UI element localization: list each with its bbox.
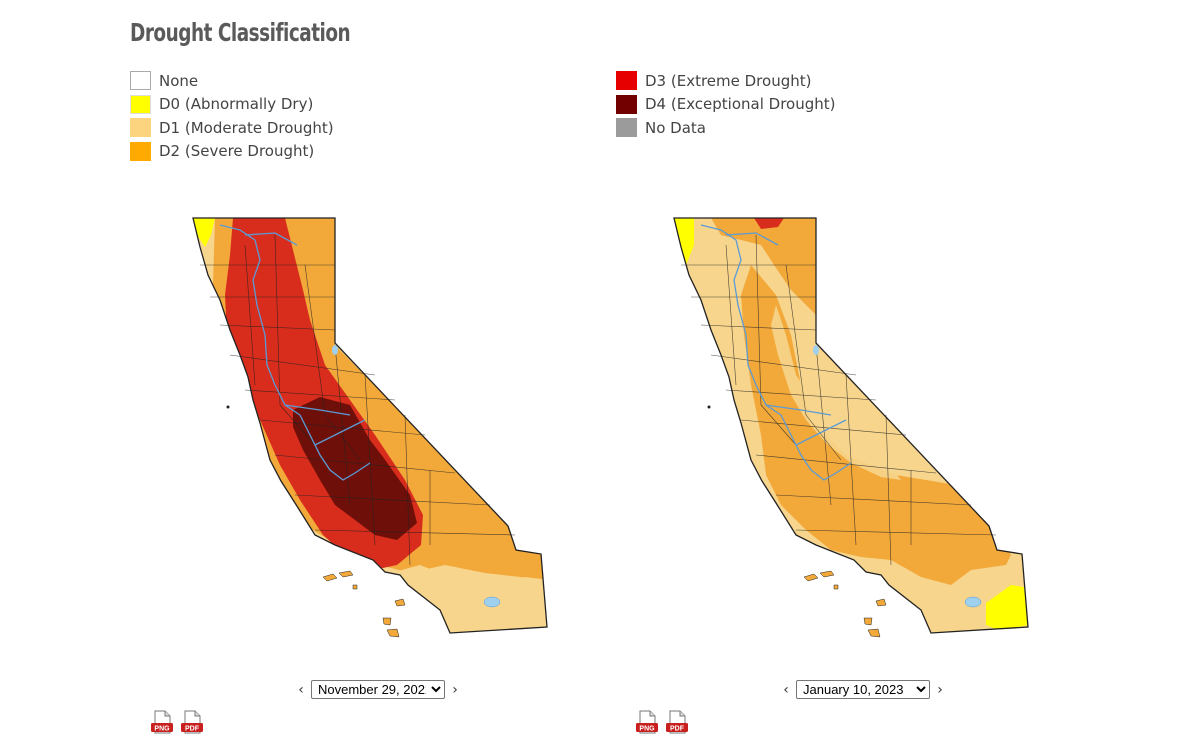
date-control-map-2: ‹ January 10, 2023 › <box>778 680 948 699</box>
date-select-map-2[interactable]: January 10, 2023 <box>796 680 930 699</box>
legend-label: No Data <box>645 118 706 137</box>
page-title: Drought Classification <box>130 18 351 47</box>
png-download-icon[interactable]: PNG <box>150 710 174 734</box>
pdf-label: PDF <box>670 726 685 733</box>
legend-item-d4: D4 (Exceptional Drought) <box>616 93 836 117</box>
pdf-download-icon[interactable]: PDF <box>180 710 204 734</box>
legend-column-left: None D0 (Abnormally Dry) D1 (Moderate Dr… <box>130 69 334 163</box>
pdf-label: PDF <box>185 726 200 733</box>
legend-item-d2: D2 (Severe Drought) <box>130 140 334 164</box>
legend-item-d3: D3 (Extreme Drought) <box>616 69 836 93</box>
legend-swatch <box>130 118 151 138</box>
legend-label: D3 (Extreme Drought) <box>645 71 812 90</box>
legend-label: D2 (Severe Drought) <box>159 142 315 161</box>
legend-swatch <box>130 71 151 91</box>
png-label: PNG <box>154 726 170 733</box>
legend-item-d1: D1 (Moderate Drought) <box>130 116 334 140</box>
legend-label: D0 (Abnormally Dry) <box>159 95 314 114</box>
legend-label: D4 (Exceptional Drought) <box>645 95 836 114</box>
date-select-map-1[interactable]: November 29, 2022 <box>311 680 445 699</box>
date-control-map-1: ‹ November 29, 2022 › <box>293 680 463 699</box>
pdf-download-icon[interactable]: PDF <box>665 710 689 734</box>
chevron-right-icon[interactable]: › <box>937 681 943 698</box>
legend-swatch <box>616 94 637 114</box>
chevron-right-icon[interactable]: › <box>452 681 458 698</box>
chevron-left-icon[interactable]: ‹ <box>783 681 789 698</box>
drought-map-california-2 <box>673 217 1029 638</box>
legend-item-none: None <box>130 69 334 93</box>
drought-map-california-1 <box>192 217 548 638</box>
legend-item-d0: D0 (Abnormally Dry) <box>130 93 334 117</box>
legend-swatch <box>616 118 637 138</box>
legend-label: D1 (Moderate Drought) <box>159 118 334 137</box>
png-download-icon[interactable]: PNG <box>635 710 659 734</box>
legend-swatch <box>130 141 151 161</box>
download-links-map-1: PNG PDF <box>150 710 204 734</box>
download-links-map-2: PNG PDF <box>635 710 689 734</box>
legend-swatch <box>616 71 637 91</box>
legend-swatch <box>130 94 151 114</box>
legend-item-no-data: No Data <box>616 116 836 140</box>
legend-column-right: D3 (Extreme Drought) D4 (Exceptional Dro… <box>616 69 836 140</box>
legend-label: None <box>159 71 199 90</box>
png-label: PNG <box>639 726 655 733</box>
chevron-left-icon[interactable]: ‹ <box>298 681 304 698</box>
